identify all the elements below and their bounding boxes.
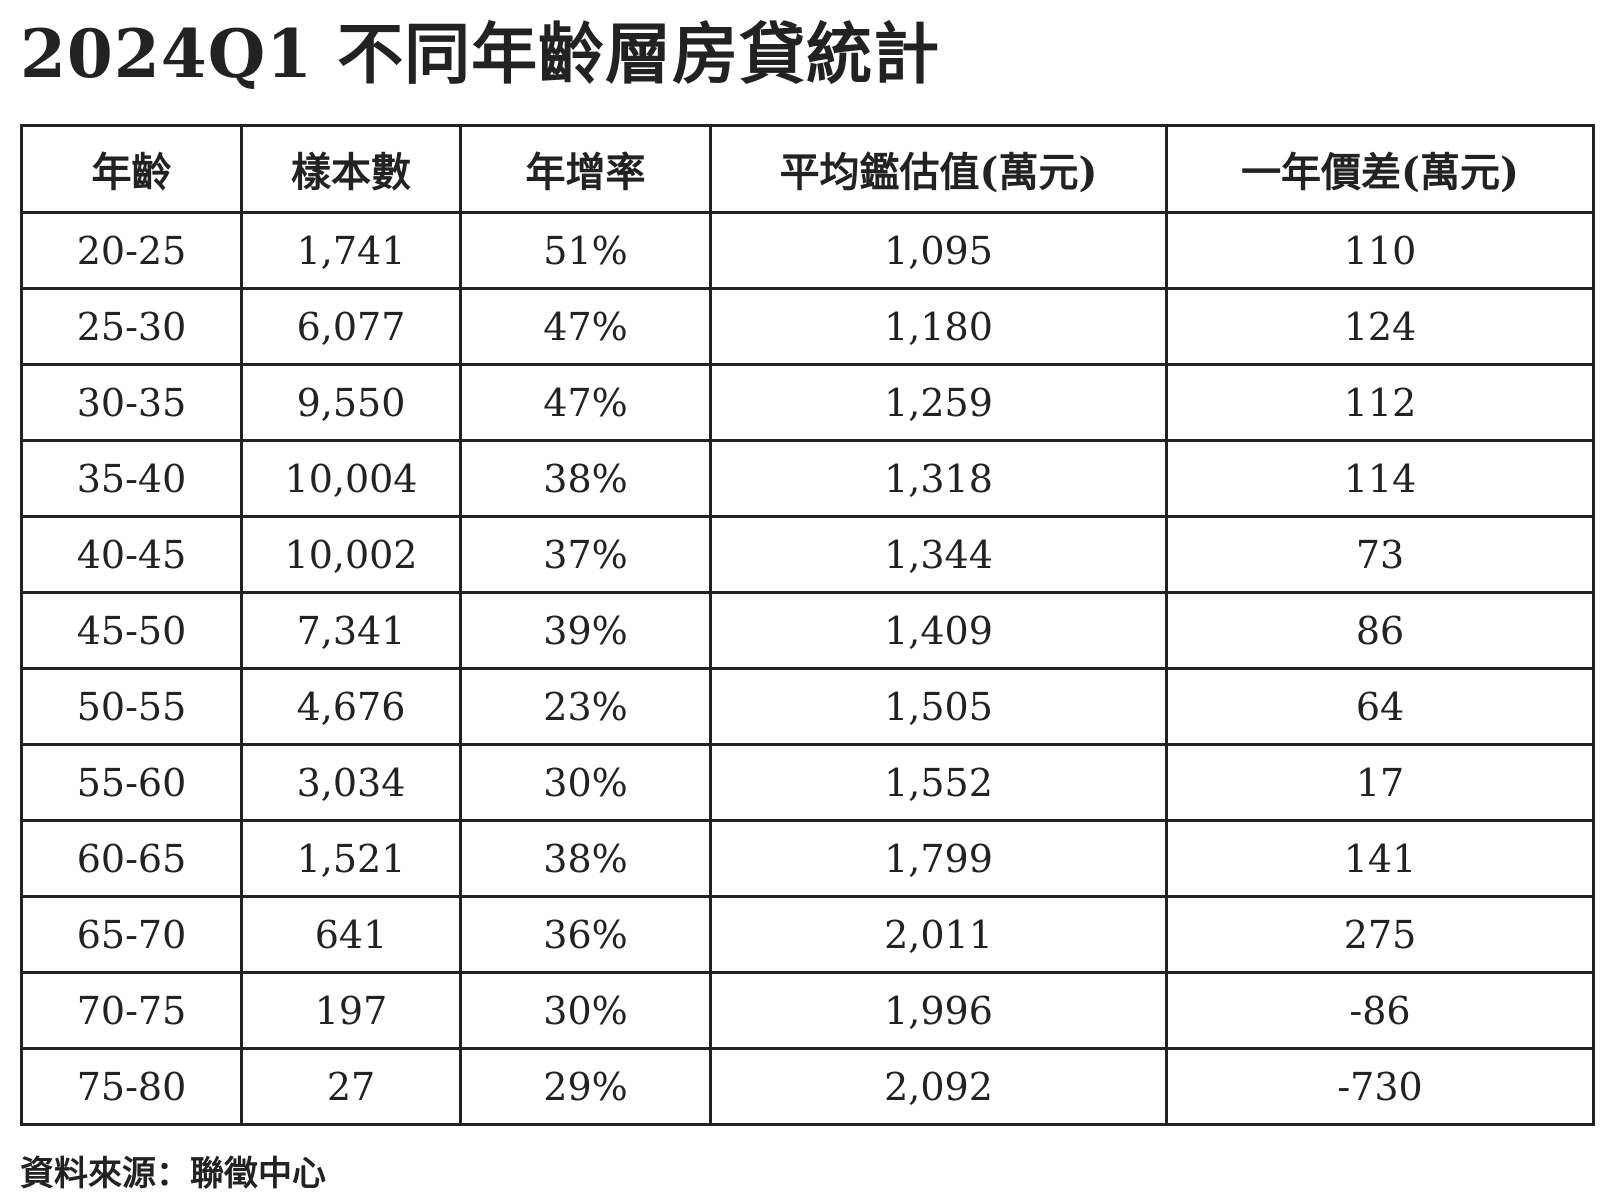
cell-yoy-growth: 39% [459,591,712,670]
cell-yoy-growth: 37% [459,515,712,594]
cell-yoy-growth: 47% [459,363,712,442]
table-body: 20-25 1,741 51% 1,095 110 25-30 6,077 47% 1,180 1… [20,211,1595,1126]
cell-sample-count: 4,676 [240,667,462,746]
table-row: 40-45 10,002 37% 1,344 73 [20,515,1595,594]
cell-yoy-growth: 29% [459,1047,712,1126]
cell-age: 65-70 [20,895,243,974]
cell-avg-appraisal: 2,011 [709,895,1168,974]
cell-yoy-growth: 23% [459,667,712,746]
cell-price-diff: 17 [1165,743,1595,822]
cell-yoy-growth: 51% [459,211,712,290]
table-row: 45-50 7,341 39% 1,409 86 [20,591,1595,670]
cell-avg-appraisal: 1,552 [709,743,1168,822]
cell-sample-count: 9,550 [240,363,462,442]
cell-yoy-growth: 30% [459,743,712,822]
cell-price-diff: 64 [1165,667,1595,746]
cell-sample-count: 1,521 [240,819,462,898]
table-row: 20-25 1,741 51% 1,095 110 [20,211,1595,290]
cell-price-diff: 112 [1165,363,1595,442]
cell-sample-count: 6,077 [240,287,462,366]
cell-age: 45-50 [20,591,243,670]
table-row: 35-40 10,004 38% 1,318 114 [20,439,1595,518]
cell-sample-count: 7,341 [240,591,462,670]
cell-sample-count: 1,741 [240,211,462,290]
cell-sample-count: 10,002 [240,515,462,594]
table-row: 50-55 4,676 23% 1,505 64 [20,667,1595,746]
cell-sample-count: 641 [240,895,462,974]
cell-price-diff: 73 [1165,515,1595,594]
cell-yoy-growth: 36% [459,895,712,974]
cell-sample-count: 27 [240,1047,462,1126]
cell-price-diff: -86 [1165,971,1595,1050]
source-note: 資料來源：聯徵中心 [20,1154,326,1194]
cell-age: 25-30 [20,287,243,366]
cell-avg-appraisal: 1,180 [709,287,1168,366]
cell-yoy-growth: 38% [459,439,712,518]
cell-avg-appraisal: 1,318 [709,439,1168,518]
cell-yoy-growth: 30% [459,971,712,1050]
column-header-sample-count: 樣本數 [240,124,462,214]
cell-yoy-growth: 38% [459,819,712,898]
column-header-yoy-growth: 年增率 [459,124,712,214]
cell-age: 40-45 [20,515,243,594]
table-header-row: 年齡 樣本數 年增率 平均鑑估值(萬元) 一年價差(萬元) [20,124,1595,214]
cell-yoy-growth: 47% [459,287,712,366]
cell-sample-count: 197 [240,971,462,1050]
column-header-price-diff: 一年價差(萬元) [1165,124,1595,214]
cell-price-diff: 275 [1165,895,1595,974]
cell-price-diff: 114 [1165,439,1595,518]
cell-avg-appraisal: 1,344 [709,515,1168,594]
cell-avg-appraisal: 1,996 [709,971,1168,1050]
cell-sample-count: 3,034 [240,743,462,822]
cell-price-diff: 141 [1165,819,1595,898]
column-header-avg-appraisal: 平均鑑估值(萬元) [709,124,1168,214]
data-table-container: 年齡 樣本數 年增率 平均鑑估值(萬元) 一年價差(萬元) 20-25 1,741… [20,124,1595,1126]
cell-avg-appraisal: 2,092 [709,1047,1168,1126]
table-row: 70-75 197 30% 1,996 -86 [20,971,1595,1050]
cell-age: 75-80 [20,1047,243,1126]
table-row: 55-60 3,034 30% 1,552 17 [20,743,1595,822]
cell-avg-appraisal: 1,799 [709,819,1168,898]
table-row: 75-80 27 29% 2,092 -730 [20,1047,1595,1126]
cell-age: 50-55 [20,667,243,746]
cell-age: 55-60 [20,743,243,822]
table-row: 60-65 1,521 38% 1,799 141 [20,819,1595,898]
cell-price-diff: -730 [1165,1047,1595,1126]
cell-age: 35-40 [20,439,243,518]
cell-age: 60-65 [20,819,243,898]
cell-avg-appraisal: 1,505 [709,667,1168,746]
table-row: 30-35 9,550 47% 1,259 112 [20,363,1595,442]
table-row: 65-70 641 36% 2,011 275 [20,895,1595,974]
cell-price-diff: 86 [1165,591,1595,670]
cell-price-diff: 110 [1165,211,1595,290]
cell-avg-appraisal: 1,409 [709,591,1168,670]
cell-sample-count: 10,004 [240,439,462,518]
cell-age: 70-75 [20,971,243,1050]
cell-price-diff: 124 [1165,287,1595,366]
page-title: 2024Q1 不同年齡層房貸統計 [20,15,941,93]
cell-avg-appraisal: 1,095 [709,211,1168,290]
mortgage-stats-table: 年齡 樣本數 年增率 平均鑑估值(萬元) 一年價差(萬元) 20-25 1,741… [20,124,1595,1126]
column-header-age: 年齡 [20,124,243,214]
table-row: 25-30 6,077 47% 1,180 124 [20,287,1595,366]
cell-age: 30-35 [20,363,243,442]
cell-age: 20-25 [20,211,243,290]
cell-avg-appraisal: 1,259 [709,363,1168,442]
